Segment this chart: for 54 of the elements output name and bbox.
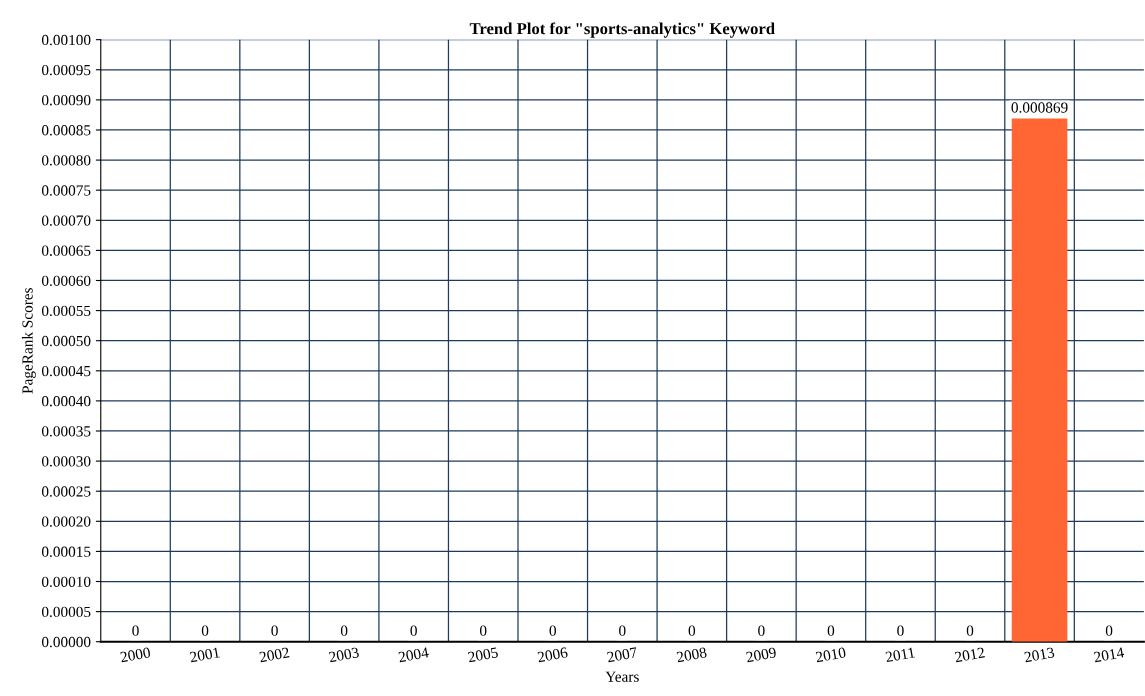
x-tick-label: 2006 — [537, 647, 569, 663]
x-tick-label: 2003 — [328, 647, 360, 663]
y-tick-label: 0.00095 — [41, 64, 91, 76]
data-label: 0 — [1105, 625, 1113, 636]
y-tick-label: 0.00005 — [41, 606, 91, 618]
y-tick-label: 0.00015 — [41, 546, 91, 557]
data-label: 0 — [758, 625, 765, 636]
data-label: 0.000869 — [1011, 102, 1068, 113]
x-tick-label: 2012 — [954, 647, 985, 663]
x-tick-label: 2000 — [120, 647, 151, 663]
y-tick-label: 0.00025 — [41, 486, 91, 497]
x-tick-label: 2005 — [467, 647, 499, 663]
y-tick-label: 0.00020 — [41, 516, 91, 527]
x-tick-label: 2002 — [259, 647, 290, 663]
y-tick-label: 0.00065 — [41, 245, 91, 256]
data-label: 0 — [340, 625, 348, 636]
y-tick-label: 0.00060 — [41, 275, 91, 287]
data-label: 0 — [619, 625, 626, 636]
y-tick-label: 0.00050 — [41, 335, 91, 347]
x-axis-title: Years — [605, 671, 639, 682]
data-label: 0 — [827, 625, 835, 636]
x-tick-label: 2014 — [1093, 647, 1125, 663]
x-tick-label: 2007 — [606, 647, 638, 663]
y-tick-label: 0.00070 — [41, 215, 91, 226]
data-label: 0 — [271, 625, 278, 636]
y-tick-label: 0.00010 — [41, 576, 91, 588]
x-tick-label: 2008 — [676, 647, 707, 663]
x-tick-label: 2011 — [885, 647, 915, 663]
x-tick-label: 2013 — [1024, 647, 1055, 663]
x-tick-label: 2004 — [398, 647, 430, 663]
y-tick-label: 0.00075 — [41, 185, 91, 196]
data-label: 0 — [966, 625, 974, 636]
data-label: 0 — [688, 625, 696, 636]
data-label: 0 — [410, 625, 417, 636]
y-axis-title: PageRank Scores — [21, 288, 36, 394]
y-tick-label: 0.00030 — [41, 456, 91, 467]
y-tick-label: 0.00080 — [41, 155, 91, 166]
data-label: 0 — [549, 625, 556, 636]
y-tick-label: 0.00040 — [41, 396, 91, 407]
y-tick-label: 0.00045 — [41, 365, 91, 377]
y-tick-label: 0.00000 — [41, 636, 91, 648]
x-tick-label: 2001 — [189, 647, 220, 663]
data-label: 0 — [201, 625, 209, 636]
x-tick-label: 2009 — [745, 647, 777, 663]
data-label: 0 — [479, 625, 487, 636]
y-tick-label: 0.00035 — [41, 426, 91, 437]
y-tick-label: 0.00085 — [41, 125, 91, 136]
y-tick-label: 0.00090 — [41, 95, 91, 106]
y-tick-label: 0.00055 — [41, 305, 91, 317]
data-label: 0 — [132, 625, 139, 636]
data-label: 0 — [897, 625, 904, 636]
chart-title: Trend Plot for "sports-analytics" Keyword — [469, 22, 775, 38]
x-tick-label: 2010 — [815, 647, 847, 663]
y-tick-label: 0.00100 — [41, 34, 91, 46]
